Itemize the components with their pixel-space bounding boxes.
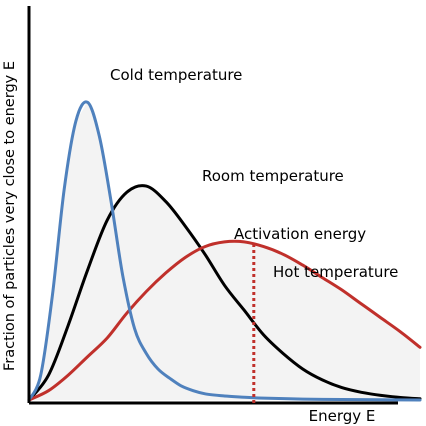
curves: [27, 100, 422, 402]
activation-energy-label: Activation energy: [234, 225, 366, 243]
cold-temperature-label: Cold temperature: [110, 66, 242, 84]
x-axis-label: Energy E: [309, 407, 376, 425]
shaded-region: [29, 102, 420, 400]
shaded-area: [29, 102, 420, 400]
series-line-cold-temperature: [27, 100, 422, 402]
hot-temperature-label: Hot temperature: [273, 263, 398, 281]
y-axis-label: Fraction of particles very close to ener…: [2, 61, 18, 371]
room-temperature-label: Room temperature: [202, 167, 344, 185]
series-line-hot-temperature: [27, 239, 422, 402]
series-line-room-temperature: [27, 184, 422, 402]
